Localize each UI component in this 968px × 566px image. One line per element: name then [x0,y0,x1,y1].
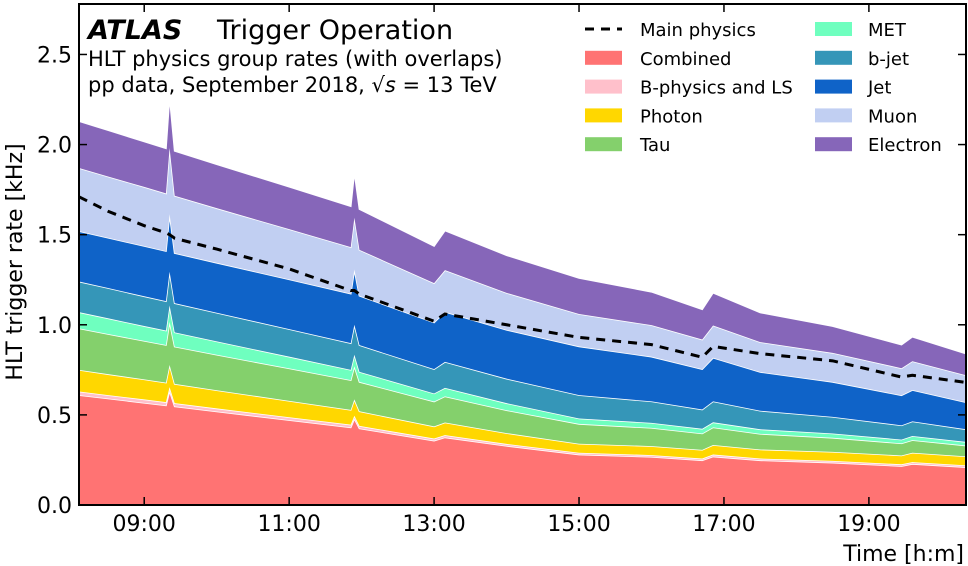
y-tick-label: 0.0 [37,494,72,519]
legend-label: b-jet [868,49,909,70]
chart-subtitle-1: HLT physics group rates (with overlaps) [88,47,502,71]
x-tick-label: 19:00 [837,512,900,537]
y-tick-label: 0.5 [37,404,72,429]
subtitle-2-sqrt-s: √s [372,73,396,97]
x-tick-label: 09:00 [113,512,176,537]
legend-swatch [815,108,852,123]
legend-label: MET [868,20,907,41]
main-physics-line [78,195,967,384]
legend-swatch [585,79,622,94]
plot-frame [78,3,967,506]
legend-label: Electron [868,135,942,156]
legend-label: Tau [639,135,670,156]
legend-item-b-physics-and-ls: B-physics and LS [585,78,793,99]
x-tick-label: 17:00 [692,512,755,537]
chart-subtitle-2: pp data, September 2018, √s = 13 TeV [88,73,497,97]
legend-item-b-jet: b-jet [815,49,909,70]
legend-item-combined: Combined [585,49,731,70]
main-physics-line-group [78,195,967,384]
x-axis-label: Time [h:m] [842,542,964,566]
area-jet [79,214,966,430]
legend-label: B-physics and LS [640,78,793,99]
legend-swatch [585,108,622,123]
x-tick-label: 15:00 [547,512,610,537]
y-tick-label: 2.5 [37,43,72,68]
legend-label: Jet [867,78,891,99]
subtitle-2-prefix: pp data, September 2018, [88,73,372,97]
y-tick-label: 2.0 [37,134,72,159]
legend-item-muon: Muon [815,106,917,127]
x-axis: 09:00 11:00 13:00 15:00 17:00 19:00 [113,4,901,537]
y-tick-label: 1.0 [37,314,72,339]
legend-item-jet: Jet [815,78,891,99]
subtitle-2-suffix: = 13 TeV [396,73,498,97]
x-tick-label: 11:00 [257,512,320,537]
x-tick-label: 13:00 [402,512,465,537]
stacked-areas [78,96,967,505]
y-axis-label: HLT trigger rate [kHz] [3,143,28,380]
chart-title: Trigger Operation [216,15,453,46]
legend-item-met: MET [815,20,907,41]
legend-label: Combined [640,49,731,70]
legend: Main physics Combined B-physics and LS Phot… [585,20,942,156]
legend-swatch [815,137,852,152]
legend-swatch [815,79,852,94]
area-edge-electron [78,96,967,355]
legend-item-photon: Photon [585,106,703,127]
legend-label: Main physics [640,20,756,41]
legend-label: Photon [640,106,703,127]
legend-swatch [585,137,622,152]
legend-swatch [815,22,852,36]
legend-item-electron: Electron [815,135,942,156]
y-axis: 0.0 0.5 1.0 1.5 2.0 2.5 [37,43,966,519]
legend-label: Muon [868,106,917,127]
legend-swatch [585,50,622,65]
atlas-label: ATLAS [86,15,182,46]
area-muon [79,147,966,403]
legend-item-tau: Tau [585,135,670,156]
y-tick-label: 1.5 [37,224,72,249]
legend-item-main-physics: Main physics [585,20,756,41]
legend-swatch [815,50,852,65]
